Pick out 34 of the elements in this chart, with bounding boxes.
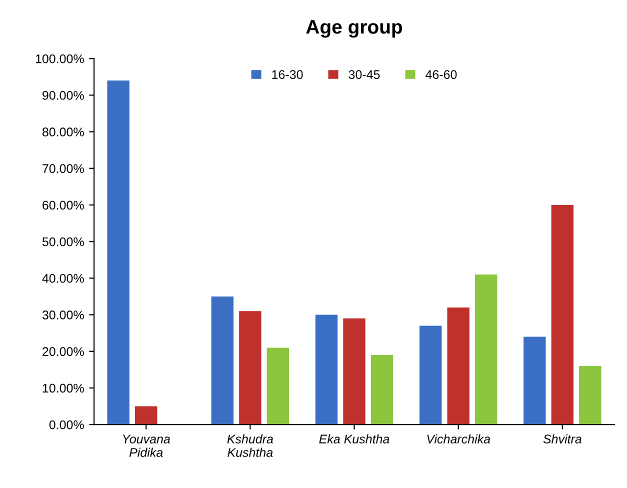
x-tick-label: Vicharchika — [427, 434, 490, 444]
bar — [524, 336, 546, 425]
bar — [474, 274, 498, 425]
y-tick-label: 100.00% — [36, 54, 84, 64]
y-tick-label: 90.00% — [42, 90, 84, 100]
y-tick-label: 0.00% — [49, 420, 84, 430]
bar — [447, 307, 470, 425]
bar — [370, 355, 394, 425]
bar — [239, 311, 262, 425]
legend-label: 46-60 — [426, 70, 457, 79]
chart-title: Age group — [306, 20, 402, 38]
bar — [315, 314, 338, 425]
x-tick-label: Youvana Pidika — [123, 434, 170, 457]
y-tick-label: 10.00% — [42, 384, 84, 393]
x-tick-label: Shvitra — [543, 434, 582, 444]
y-tick-label: 60.00% — [42, 200, 84, 210]
legend-label: 30-45 — [348, 70, 380, 79]
y-tick-label: 80.00% — [42, 128, 84, 136]
bar — [134, 406, 158, 425]
y-tick-label: 50.00% — [42, 237, 84, 246]
x-tick-label: Eka Kushtha — [319, 434, 390, 444]
bar — [343, 318, 366, 425]
bar — [579, 366, 602, 425]
bar — [211, 296, 234, 425]
y-tick-label: 20.00% — [42, 347, 84, 356]
legend-label: 16-30 — [272, 70, 303, 79]
bar — [107, 80, 130, 425]
x-tick-label: Kshudra Kushtha — [227, 434, 274, 457]
bar — [551, 204, 574, 425]
bar — [266, 348, 290, 425]
y-tick-label: 30.00% — [42, 310, 84, 320]
y-tick-label: 70.00% — [42, 164, 84, 174]
bar — [419, 326, 442, 425]
y-tick-label: 40.00% — [42, 274, 84, 283]
